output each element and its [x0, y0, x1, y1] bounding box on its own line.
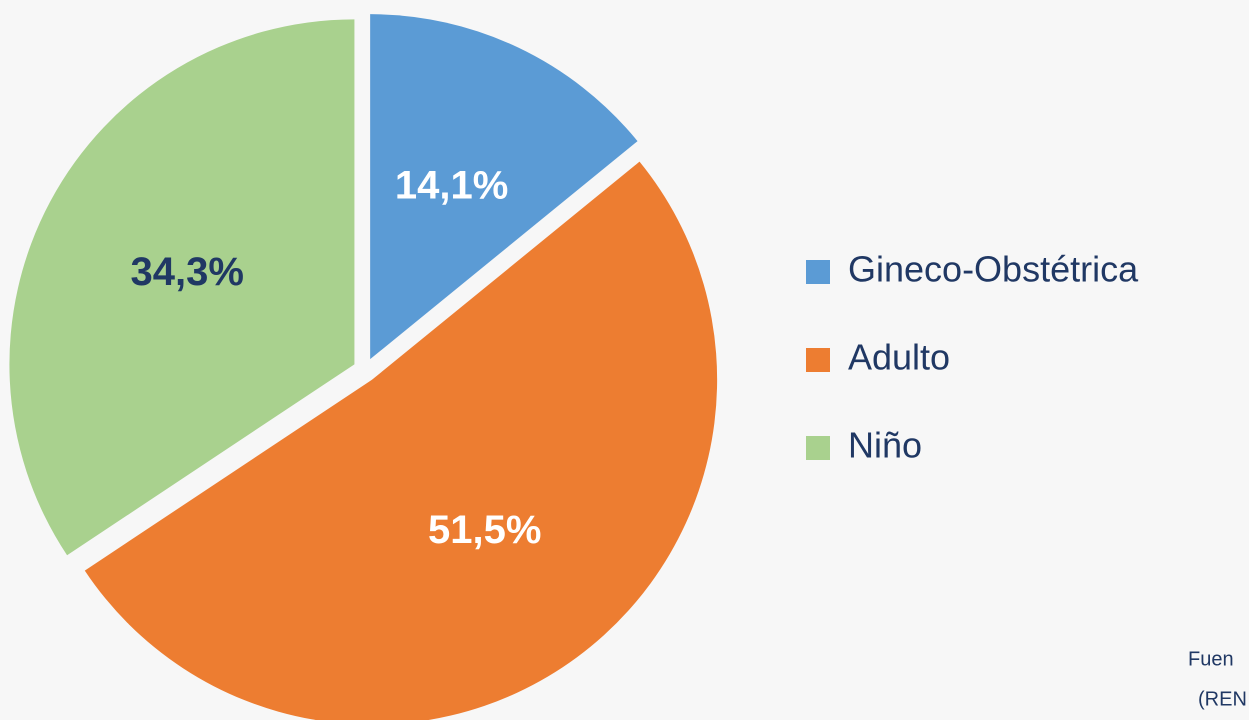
legend-label: Adulto	[848, 337, 950, 378]
pie-slice	[9, 19, 355, 556]
source-note: (REN	[1198, 688, 1247, 710]
value-label: 51,5%	[428, 508, 541, 552]
legend-swatch	[806, 436, 830, 460]
legend-swatch	[806, 348, 830, 372]
legend-label: Gineco-Obstétrica	[848, 249, 1139, 290]
source-note: Fuen	[1188, 648, 1234, 670]
pie-slice	[84, 161, 718, 720]
pie-slice	[370, 14, 638, 360]
legend-swatch	[806, 260, 830, 284]
legend-label: Niño	[848, 425, 922, 466]
value-label: 14,1%	[395, 163, 508, 207]
value-label: 34,3%	[130, 250, 243, 294]
